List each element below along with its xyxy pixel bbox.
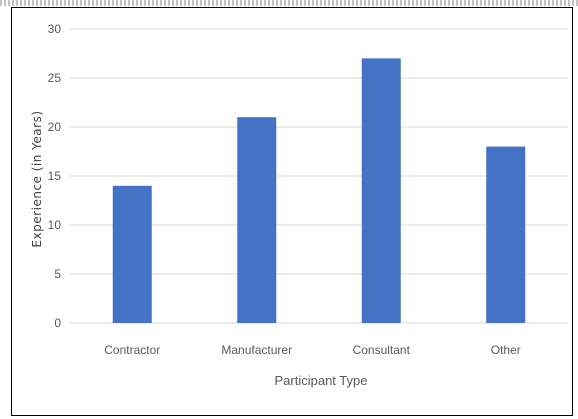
- x-tick-labels: Contractor Manufacturer Consultant Other: [104, 343, 521, 357]
- y-tick-label: 5: [54, 267, 61, 281]
- y-tick-label: 0: [54, 316, 61, 330]
- bar-contractor: [112, 185, 152, 323]
- y-tick-label: 20: [48, 120, 62, 134]
- bar-other: [486, 146, 526, 323]
- y-tick-label: 25: [48, 71, 62, 85]
- x-tick-label: Manufacturer: [221, 343, 292, 357]
- chart-frame: [11, 7, 573, 416]
- bars: [112, 58, 526, 324]
- x-tick-label: Consultant: [353, 343, 411, 357]
- bar-consultant: [361, 58, 401, 324]
- image-top-edge: [0, 0, 578, 6]
- x-tick-label: Contractor: [104, 343, 160, 357]
- x-tick-label: Other: [491, 343, 521, 357]
- y-tick-label: 15: [48, 169, 62, 183]
- y-tick-label: 10: [48, 218, 62, 232]
- y-tick-label: 30: [48, 22, 62, 36]
- y-tick-labels: 0 5 10 15 20 25 30: [48, 22, 62, 330]
- x-axis-title: Participant Type: [275, 373, 368, 388]
- gridlines: [70, 28, 568, 324]
- bar-manufacturer: [237, 117, 277, 323]
- y-axis-title: Experience (in Years): [30, 110, 44, 247]
